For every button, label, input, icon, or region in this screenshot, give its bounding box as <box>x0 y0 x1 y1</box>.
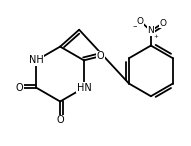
Text: −: − <box>133 23 137 28</box>
Text: O: O <box>56 115 64 125</box>
Text: O: O <box>159 19 166 28</box>
Text: NH: NH <box>29 55 44 65</box>
Text: O: O <box>97 51 105 61</box>
Text: O: O <box>137 17 144 26</box>
Text: N: N <box>147 26 154 35</box>
Text: O: O <box>16 83 23 93</box>
Text: HN: HN <box>77 83 91 93</box>
Text: +: + <box>154 34 159 39</box>
